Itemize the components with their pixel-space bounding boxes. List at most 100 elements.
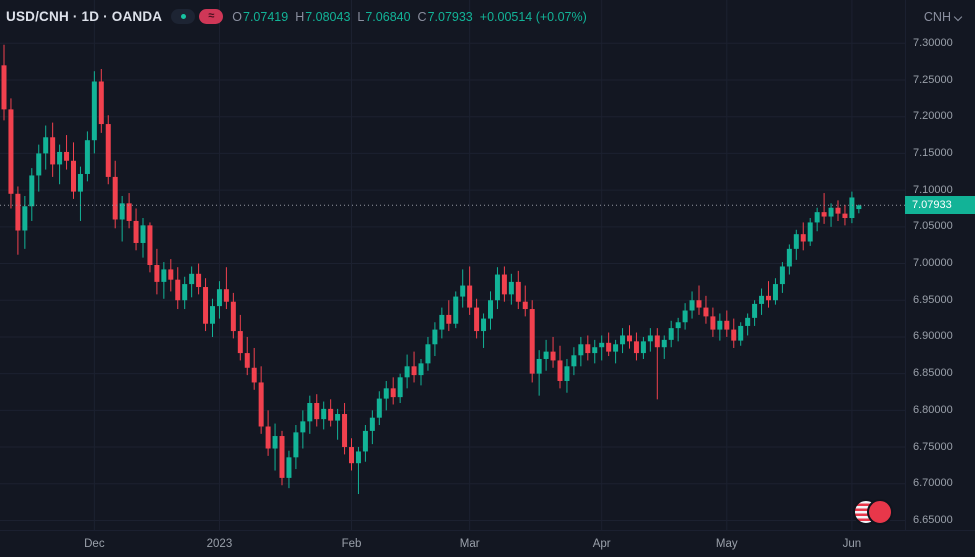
candle-body [724,320,730,330]
candle-body [543,351,549,359]
candle-body [564,366,570,381]
wave-icon: ≈ [208,10,215,22]
symbol-title[interactable]: USD/CNH · 1D · OANDA [6,9,163,24]
candle-body [474,307,480,332]
candle-body [418,363,424,376]
candle-body [731,329,737,341]
candle-body [77,173,83,192]
price-tick-label: 7.15000 [913,146,953,159]
candle-body [515,281,521,302]
candle-body [168,269,174,280]
candle-body [196,273,202,288]
candle-body [599,342,605,348]
candle-body [446,314,452,324]
grid-layer [0,0,905,530]
candle-body [425,344,431,364]
price-tick-label: 6.85000 [913,367,953,380]
candle-body [766,295,771,301]
candle-body [140,225,146,243]
candle-body [849,197,855,219]
high-pair: H 7.08043 [295,10,350,24]
candle-body [675,322,681,329]
price-tick-label: 6.75000 [913,440,953,453]
candle-body [390,388,396,398]
candle-body [265,426,271,449]
candle-body [314,403,320,420]
candle-body [286,457,292,478]
candle-body [842,213,848,219]
candle-body [411,366,417,376]
candle-body [258,382,264,427]
candle-body [29,175,35,207]
low-pair: L 7.06840 [357,10,410,24]
candle-body [105,124,111,177]
candle-body [230,301,236,332]
time-tick-label: Jun [842,538,862,550]
candle-body [571,355,577,367]
candle-body [50,137,56,165]
candle-body [43,137,49,154]
candle-body [481,318,487,332]
candle-body [585,344,591,354]
candle-body [508,281,514,295]
candle-body [620,335,626,345]
candle-body [627,335,632,342]
smoothing-toggle[interactable]: ≈ [199,9,224,24]
candle-body [119,203,125,220]
time-axis[interactable]: Dec 2023 Feb Mar Apr May Jun [0,530,975,557]
cnh-flag-icon [867,499,893,525]
candle-body [633,341,639,354]
candle-body [752,303,758,318]
open-value: 7.07419 [243,9,289,24]
candle-body [237,331,243,354]
candle-body [175,279,181,301]
price-tick-label: 6.70000 [913,477,953,490]
dot-icon [180,14,186,19]
candlestick-series[interactable] [1,44,862,495]
candle-body [717,320,723,330]
candle-body [856,205,862,210]
price-tick-label: 7.25000 [913,73,953,86]
candle-body [606,342,612,352]
time-tick-label: Apr [592,538,611,550]
candle-body [745,317,751,326]
price-tick-label: 6.80000 [913,403,953,416]
candle-body [383,388,389,399]
chart-plot-area[interactable] [0,0,905,530]
currency-selector[interactable]: CNH [924,10,962,24]
candle-body [335,414,341,421]
time-tick-label: Mar [459,538,480,550]
candle-body [210,306,215,324]
candle-body [328,408,334,421]
instrument-logo [853,498,894,526]
candlestick-chart-canvas[interactable] [0,0,905,530]
candle-body [91,81,97,141]
candle-body [759,295,765,304]
candle-body [15,193,21,231]
candle-body [307,403,313,422]
candle-body [203,287,209,324]
candle-body [696,300,702,308]
candle-body [529,309,535,374]
candle-body [647,335,653,342]
open-pair: O 7.07419 [232,10,288,24]
candle-body [501,274,507,295]
open-label: O [232,9,242,24]
price-tick-label: 7.30000 [913,36,953,49]
candle-body [772,284,778,301]
candle-body [321,408,327,420]
series-visibility-toggle[interactable] [171,9,196,24]
candle-body [453,296,459,324]
candle-body [522,301,528,310]
candle-body [376,398,382,418]
candle-body [355,451,361,464]
price-axis[interactable]: 7.30000 7.25000 7.20000 7.15000 7.10000 7.050… [905,0,975,530]
candle-body [36,153,42,176]
candle-body [800,234,806,242]
candle-body [71,160,76,192]
low-label: L [357,9,365,24]
last-price-label: 7.07933 [905,196,975,215]
candle-body [467,285,473,308]
legend-toggles: ≈ [171,9,224,24]
